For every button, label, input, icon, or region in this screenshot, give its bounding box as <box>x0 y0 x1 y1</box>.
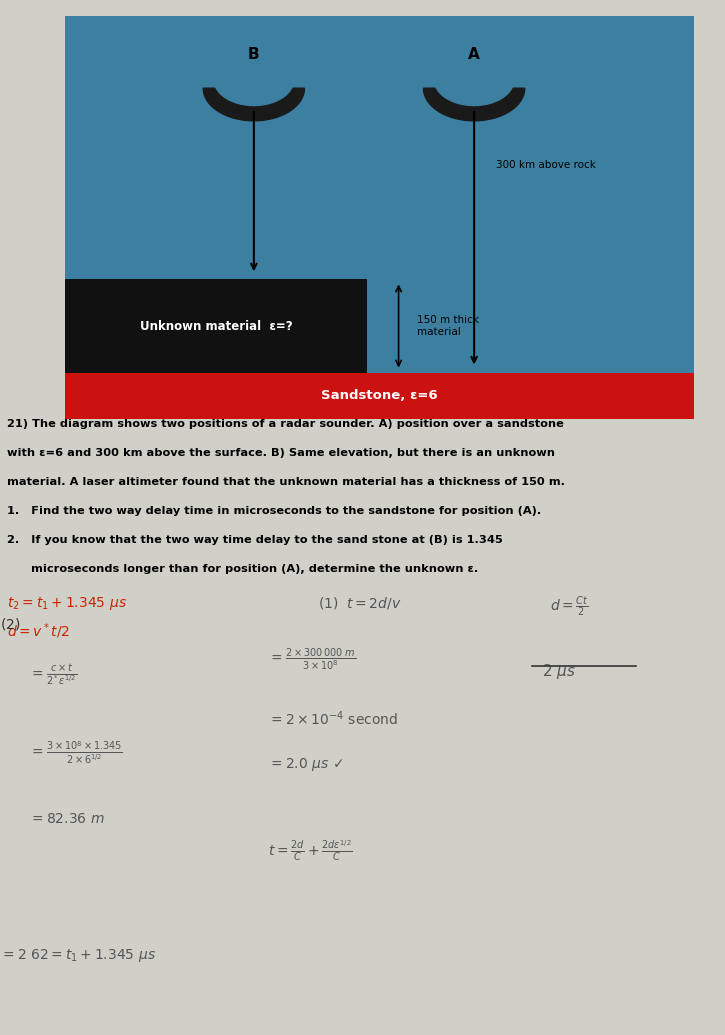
Text: $= 82.36\ m$: $= 82.36\ m$ <box>29 812 104 827</box>
Text: 150 m thick
material: 150 m thick material <box>417 316 478 336</box>
Text: $d = v^*t/2$: $d = v^*t/2$ <box>7 621 70 641</box>
Text: A: A <box>468 48 480 62</box>
Text: $(1)$  $t = 2d/v$: $(1)$ $t = 2d/v$ <box>318 595 402 611</box>
Text: $=2\ 62 = t_1 + 1.345\ \mu s$: $=2\ 62 = t_1 + 1.345\ \mu s$ <box>0 947 156 964</box>
Polygon shape <box>203 88 304 121</box>
Text: $2\ \mu s$: $2\ \mu s$ <box>542 662 576 681</box>
FancyBboxPatch shape <box>65 279 367 373</box>
Text: 300 km above rock: 300 km above rock <box>496 159 596 170</box>
Text: Unknown material  ε=?: Unknown material ε=? <box>140 320 292 332</box>
FancyBboxPatch shape <box>65 16 695 419</box>
Text: $= \frac{3\times10^8 \times 1.345}{2 \times 6^{1/2}}$: $= \frac{3\times10^8 \times 1.345}{2 \ti… <box>29 740 123 766</box>
Text: 21) The diagram shows two positions of a radar sounder. A) position over a sands: 21) The diagram shows two positions of a… <box>7 419 564 430</box>
FancyBboxPatch shape <box>65 373 695 419</box>
Text: $d = \frac{Ct}{2}$: $d = \frac{Ct}{2}$ <box>550 595 589 620</box>
Text: $= 2.0\ \mu s\ \checkmark$: $= 2.0\ \mu s\ \checkmark$ <box>268 756 343 772</box>
Text: with ε=6 and 300 km above the surface. B) Same elevation, but there is an unknow: with ε=6 and 300 km above the surface. B… <box>7 448 555 459</box>
Polygon shape <box>434 80 514 106</box>
Text: $= \frac{c \times t}{2^*\varepsilon^{1/2}}$: $= \frac{c \times t}{2^*\varepsilon^{1/2… <box>29 662 78 687</box>
Text: 2.   If you know that the two way time delay to the sand stone at (B) is 1.345: 2. If you know that the two way time del… <box>7 535 503 545</box>
Text: $= 2\times10^{-4}$ second: $= 2\times10^{-4}$ second <box>268 709 397 728</box>
Text: $t_2 = t_1 + 1.345\ \mu s$: $t_2 = t_1 + 1.345\ \mu s$ <box>7 595 128 612</box>
Text: microseconds longer than for position (A), determine the unknown ε.: microseconds longer than for position (A… <box>7 564 478 574</box>
Text: B: B <box>248 48 260 62</box>
Text: material. A laser altimeter found that the unknown material has a thickness of 1: material. A laser altimeter found that t… <box>7 477 566 487</box>
Text: Sandstone, ε=6: Sandstone, ε=6 <box>321 389 438 403</box>
Text: $t = \frac{2d}{C} + \frac{2d\varepsilon^{1/2}}{C}$: $t = \frac{2d}{C} + \frac{2d\varepsilon^… <box>268 838 352 863</box>
Text: $(2)$: $(2)$ <box>0 616 20 631</box>
Polygon shape <box>214 80 294 106</box>
Text: 1.   Find the two way delay time in microseconds to the sandstone for position (: 1. Find the two way delay time in micros… <box>7 506 542 516</box>
Polygon shape <box>423 88 525 121</box>
Text: $= \frac{2 \times 300\,000\ m}{3 \times 10^8}$: $= \frac{2 \times 300\,000\ m}{3 \times … <box>268 647 356 673</box>
